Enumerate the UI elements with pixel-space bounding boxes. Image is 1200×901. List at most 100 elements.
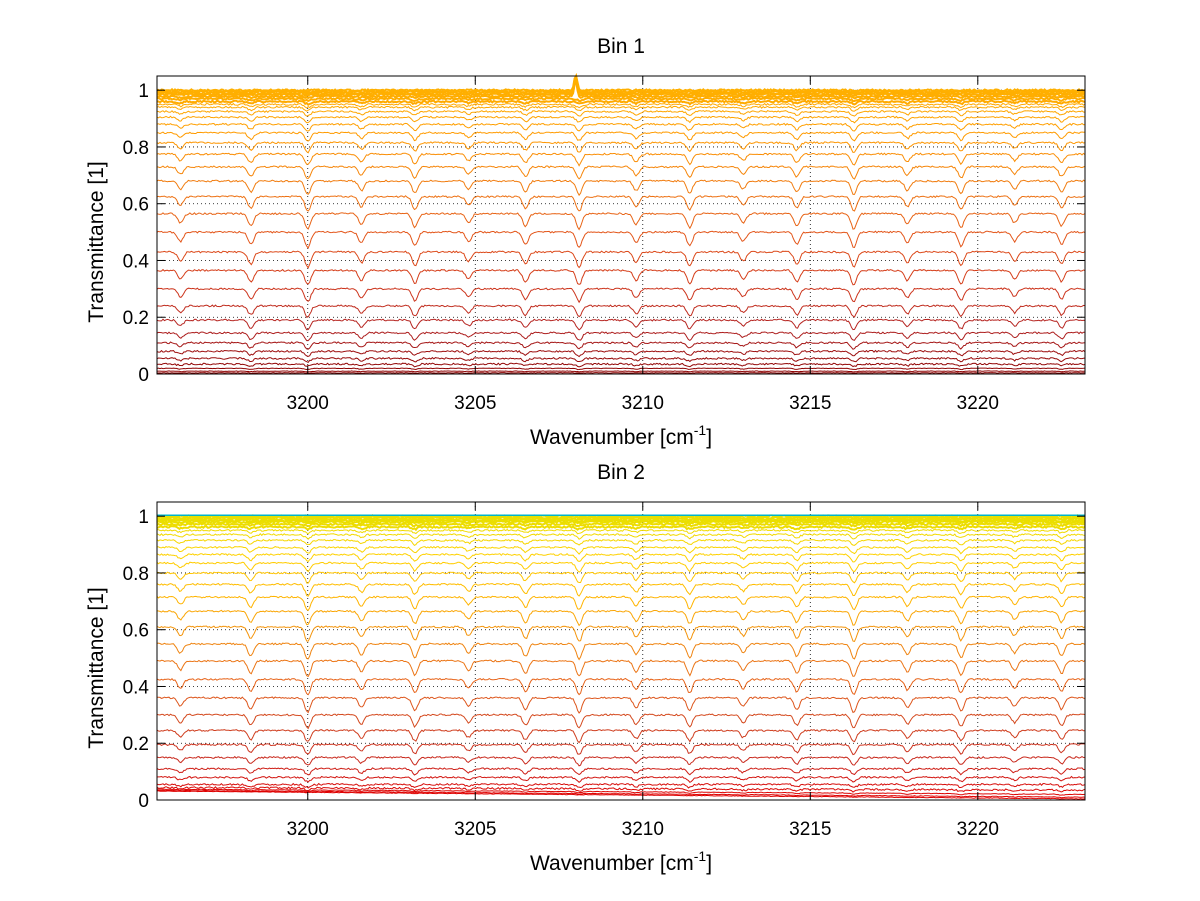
series-line — [156, 609, 1086, 627]
series-line — [156, 109, 1086, 117]
series-line — [156, 571, 1086, 584]
panel-bin-1: Bin 1 3200 3205 3210 3215 3220 0 0.2 0.4 0.6 0.8… — [85, 35, 1086, 449]
series-line — [156, 524, 1086, 532]
x-tick-label: 3220 — [957, 819, 999, 840]
series-line — [156, 77, 1086, 100]
series-line — [156, 105, 1086, 112]
series-line — [157, 372, 1086, 374]
series-line — [156, 521, 1086, 528]
y-tick-label: 0.8 — [123, 138, 149, 159]
series-line — [156, 268, 1086, 286]
series-line — [156, 349, 1086, 358]
series-line — [156, 72, 1086, 94]
y-tick-label: 1 — [138, 81, 149, 102]
x-tick-label: 3220 — [957, 393, 999, 414]
x-axis-label-suffix-bin-2: ] — [706, 852, 712, 875]
series-line — [156, 76, 1086, 96]
plot-area-bin-1 — [157, 76, 1085, 374]
series-line — [156, 115, 1086, 124]
series-line — [156, 582, 1086, 597]
x-axis-label-bin-2: Wavenumber [cm-1] — [530, 848, 712, 875]
y-tick-label: 0.2 — [123, 734, 149, 755]
x-tick-label: 3200 — [287, 393, 329, 414]
x-ticks-bin-2: 3200 3205 3210 3215 3220 — [287, 502, 999, 840]
series-line — [156, 131, 1086, 142]
series-line — [156, 595, 1086, 612]
series-line — [156, 545, 1085, 555]
y-axis-label-bin-1: Transmittance [1] — [85, 161, 108, 322]
series-line — [156, 713, 1086, 730]
series-line — [156, 318, 1086, 331]
series-line — [156, 755, 1086, 767]
series-line — [156, 516, 1086, 522]
x-tick-label: 3215 — [789, 819, 831, 840]
x-axis-label-sup-bin-1: -1 — [694, 422, 707, 438]
y-tick-label: 0.4 — [123, 251, 150, 272]
series-line — [156, 179, 1086, 197]
series-line — [156, 367, 1086, 371]
series-group-bin-2 — [156, 513, 1086, 800]
series-line — [156, 625, 1086, 642]
series-line — [156, 122, 1086, 132]
x-tick-label: 3210 — [622, 393, 664, 414]
series-line — [156, 141, 1086, 154]
series-line — [156, 533, 1086, 540]
series-line — [156, 195, 1086, 212]
y-ticks-bin-2: 0 0.2 0.4 0.6 0.8 1 — [123, 507, 1085, 812]
series-line — [156, 212, 1086, 231]
series-line — [156, 102, 1086, 109]
series-line — [156, 304, 1086, 318]
series-line — [156, 789, 1086, 799]
x-axis-label-main-bin-1: Wavenumber [cm — [530, 426, 694, 449]
series-line — [156, 356, 1086, 364]
plot-frame-bin-1 — [156, 75, 1086, 375]
series-line — [156, 775, 1086, 783]
series-line — [156, 331, 1085, 342]
x-axis-label-suffix-bin-1: ] — [706, 426, 712, 449]
title-bin-1: Bin 1 — [597, 35, 645, 58]
series-line — [156, 677, 1086, 696]
series-line — [156, 782, 1086, 789]
series-line — [157, 788, 1086, 796]
series-line — [156, 561, 1086, 573]
series-line — [156, 99, 1086, 106]
series-line — [156, 77, 1086, 98]
y-tick-label: 0.6 — [123, 195, 149, 216]
series-line — [156, 287, 1086, 304]
y-tick-label: 0 — [138, 365, 149, 386]
series-line — [156, 96, 1086, 103]
series-line — [156, 659, 1086, 678]
y-ticks-bin-1: 0 0.2 0.4 0.6 0.8 1 — [123, 81, 1085, 386]
y-tick-label: 0.6 — [123, 621, 149, 642]
x-ticks-bin-1: 3200 3205 3210 3215 3220 — [287, 76, 999, 414]
x-tick-label: 3205 — [454, 393, 496, 414]
series-line — [156, 728, 1086, 744]
series-line — [156, 786, 1086, 793]
x-axis-label-bin-1: Wavenumber [cm-1] — [530, 422, 712, 449]
series-line — [156, 341, 1086, 350]
series-line — [156, 743, 1086, 756]
panel-bin-2: Bin 2 3200 3205 3210 3215 3220 0 0.2 0.4 0.6 0.8… — [85, 461, 1086, 875]
x-axis-label-sup-bin-2: -1 — [694, 848, 707, 864]
series-line — [156, 250, 1086, 269]
series-line — [156, 538, 1086, 547]
series-line — [156, 370, 1086, 373]
plot-frame-bin-2 — [156, 501, 1086, 801]
y-tick-label: 0.8 — [123, 564, 149, 585]
x-tick-label: 3205 — [454, 819, 496, 840]
y-tick-label: 0.4 — [123, 677, 150, 698]
series-line — [156, 165, 1086, 180]
x-tick-label: 3200 — [287, 819, 329, 840]
series-line — [156, 362, 1086, 368]
x-tick-label: 3215 — [789, 393, 831, 414]
series-line — [156, 528, 1086, 535]
series-group-bin-1 — [156, 72, 1086, 374]
series-line — [157, 73, 1086, 93]
series-line — [156, 642, 1086, 661]
y-axis-label-bin-2: Transmittance [1] — [85, 587, 108, 748]
title-bin-2: Bin 2 — [597, 461, 645, 484]
series-line — [156, 515, 1086, 520]
series-line — [156, 696, 1086, 714]
y-tick-label: 1 — [138, 507, 149, 528]
